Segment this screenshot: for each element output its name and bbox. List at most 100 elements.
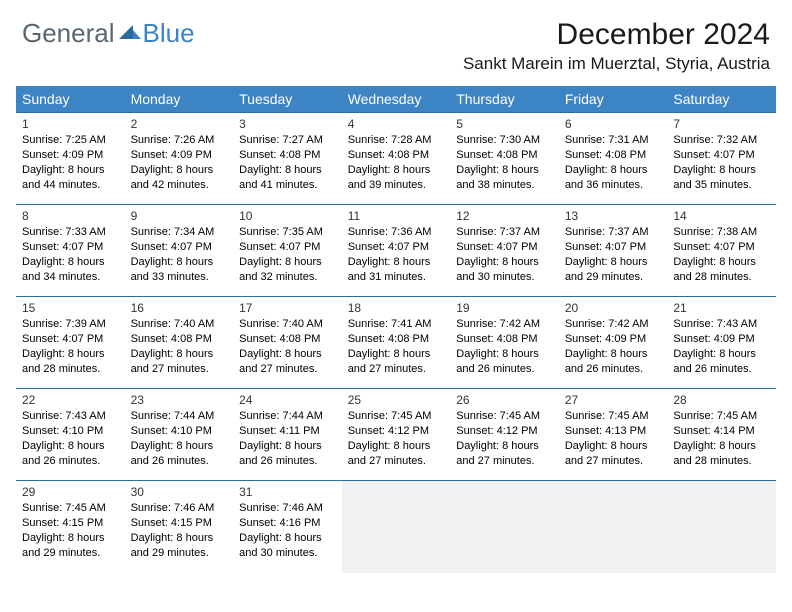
daylight-text: Daylight: 8 hours — [456, 163, 553, 178]
sunrise-text: Sunrise: 7:33 AM — [22, 225, 119, 240]
calendar-day-cell — [450, 481, 559, 573]
day-number: 18 — [348, 300, 445, 316]
sunset-text: Sunset: 4:08 PM — [239, 148, 336, 163]
daylight-text: Daylight: 8 hours — [239, 163, 336, 178]
calendar-day-cell: 4Sunrise: 7:28 AMSunset: 4:08 PMDaylight… — [342, 113, 451, 205]
day-content: 8Sunrise: 7:33 AMSunset: 4:07 PMDaylight… — [16, 205, 125, 289]
sunrise-text: Sunrise: 7:26 AM — [131, 133, 228, 148]
empty-cell — [342, 481, 451, 573]
daylight-text: and 29 minutes. — [22, 546, 119, 561]
calendar-day-cell — [559, 481, 668, 573]
day-number: 29 — [22, 484, 119, 500]
daylight-text: Daylight: 8 hours — [456, 255, 553, 270]
day-header: Saturday — [667, 86, 776, 113]
calendar-day-cell: 5Sunrise: 7:30 AMSunset: 4:08 PMDaylight… — [450, 113, 559, 205]
day-number: 22 — [22, 392, 119, 408]
day-number: 28 — [673, 392, 770, 408]
empty-cell — [559, 481, 668, 573]
sunset-text: Sunset: 4:16 PM — [239, 516, 336, 531]
daylight-text: Daylight: 8 hours — [131, 255, 228, 270]
calendar-table: Sunday Monday Tuesday Wednesday Thursday… — [16, 86, 776, 573]
sunrise-text: Sunrise: 7:43 AM — [22, 409, 119, 424]
sunrise-text: Sunrise: 7:34 AM — [131, 225, 228, 240]
daylight-text: Daylight: 8 hours — [348, 163, 445, 178]
sunrise-text: Sunrise: 7:46 AM — [239, 501, 336, 516]
triangle-icon — [119, 21, 141, 46]
empty-cell — [450, 481, 559, 573]
sunset-text: Sunset: 4:08 PM — [456, 332, 553, 347]
day-header: Wednesday — [342, 86, 451, 113]
calendar-day-cell: 21Sunrise: 7:43 AMSunset: 4:09 PMDayligh… — [667, 297, 776, 389]
daylight-text: Daylight: 8 hours — [565, 163, 662, 178]
sunset-text: Sunset: 4:14 PM — [673, 424, 770, 439]
sunrise-text: Sunrise: 7:37 AM — [456, 225, 553, 240]
sunrise-text: Sunrise: 7:45 AM — [22, 501, 119, 516]
day-content: 29Sunrise: 7:45 AMSunset: 4:15 PMDayligh… — [16, 481, 125, 565]
calendar-week-row: 8Sunrise: 7:33 AMSunset: 4:07 PMDaylight… — [16, 205, 776, 297]
calendar-day-cell: 13Sunrise: 7:37 AMSunset: 4:07 PMDayligh… — [559, 205, 668, 297]
calendar-day-cell: 15Sunrise: 7:39 AMSunset: 4:07 PMDayligh… — [16, 297, 125, 389]
calendar-day-cell: 18Sunrise: 7:41 AMSunset: 4:08 PMDayligh… — [342, 297, 451, 389]
day-content: 15Sunrise: 7:39 AMSunset: 4:07 PMDayligh… — [16, 297, 125, 381]
sunrise-text: Sunrise: 7:45 AM — [348, 409, 445, 424]
daylight-text: Daylight: 8 hours — [348, 255, 445, 270]
calendar-day-cell: 27Sunrise: 7:45 AMSunset: 4:13 PMDayligh… — [559, 389, 668, 481]
day-number: 19 — [456, 300, 553, 316]
sunset-text: Sunset: 4:09 PM — [22, 148, 119, 163]
day-number: 25 — [348, 392, 445, 408]
day-content: 24Sunrise: 7:44 AMSunset: 4:11 PMDayligh… — [233, 389, 342, 473]
day-number: 27 — [565, 392, 662, 408]
daylight-text: and 30 minutes. — [239, 546, 336, 561]
sunset-text: Sunset: 4:07 PM — [673, 148, 770, 163]
daylight-text: and 26 minutes. — [673, 362, 770, 377]
sunset-text: Sunset: 4:08 PM — [456, 148, 553, 163]
day-content: 14Sunrise: 7:38 AMSunset: 4:07 PMDayligh… — [667, 205, 776, 289]
day-number: 14 — [673, 208, 770, 224]
day-content: 18Sunrise: 7:41 AMSunset: 4:08 PMDayligh… — [342, 297, 451, 381]
calendar-week-row: 22Sunrise: 7:43 AMSunset: 4:10 PM Dayligh… — [16, 389, 776, 481]
sunrise-text: Sunrise: 7:46 AM — [131, 501, 228, 516]
day-content: 23Sunrise: 7:44 AMSunset: 4:10 PMDayligh… — [125, 389, 234, 473]
sunrise-text: Sunrise: 7:43 AM — [673, 317, 770, 332]
calendar-day-cell: 20Sunrise: 7:42 AMSunset: 4:09 PMDayligh… — [559, 297, 668, 389]
sunrise-text: Sunrise: 7:41 AM — [348, 317, 445, 332]
day-number: 7 — [673, 116, 770, 132]
sunset-text: Sunset: 4:07 PM — [239, 240, 336, 255]
sunset-text: Sunset: 4:07 PM — [348, 240, 445, 255]
sunrise-text: Sunrise: 7:38 AM — [673, 225, 770, 240]
calendar-day-cell: 8Sunrise: 7:33 AMSunset: 4:07 PMDaylight… — [16, 205, 125, 297]
sunset-text: Sunset: 4:10 PM — [22, 424, 119, 439]
day-content: 25Sunrise: 7:45 AMSunset: 4:12 PMDayligh… — [342, 389, 451, 473]
daylight-text: and 39 minutes. — [348, 178, 445, 193]
daylight-text: and 32 minutes. — [239, 270, 336, 285]
day-number: 6 — [565, 116, 662, 132]
daylight-text: and 27 minutes. — [131, 362, 228, 377]
daylight-text: Daylight: 8 hours — [131, 439, 228, 454]
sunrise-text: Sunrise: 7:27 AM — [239, 133, 336, 148]
calendar-day-cell: 3Sunrise: 7:27 AMSunset: 4:08 PMDaylight… — [233, 113, 342, 205]
daylight-text: and 28 minutes. — [22, 362, 119, 377]
day-header: Tuesday — [233, 86, 342, 113]
calendar-day-cell: 6Sunrise: 7:31 AMSunset: 4:08 PMDaylight… — [559, 113, 668, 205]
calendar-day-cell — [342, 481, 451, 573]
daylight-text: and 27 minutes. — [348, 362, 445, 377]
daylight-text: Daylight: 8 hours — [565, 255, 662, 270]
day-number: 20 — [565, 300, 662, 316]
day-number: 26 — [456, 392, 553, 408]
sunrise-text: Sunrise: 7:30 AM — [456, 133, 553, 148]
day-number: 15 — [22, 300, 119, 316]
day-number: 17 — [239, 300, 336, 316]
daylight-text: Daylight: 8 hours — [348, 439, 445, 454]
daylight-text: Daylight: 8 hours — [673, 439, 770, 454]
day-content: 3Sunrise: 7:27 AMSunset: 4:08 PMDaylight… — [233, 113, 342, 197]
calendar-day-cell: 28Sunrise: 7:45 AMSunset: 4:14 PMDayligh… — [667, 389, 776, 481]
day-number: 11 — [348, 208, 445, 224]
daylight-text: and 30 minutes. — [456, 270, 553, 285]
day-content: 7Sunrise: 7:32 AMSunset: 4:07 PMDaylight… — [667, 113, 776, 197]
day-number: 2 — [131, 116, 228, 132]
day-number: 13 — [565, 208, 662, 224]
day-number: 23 — [131, 392, 228, 408]
sunrise-text: Sunrise: 7:28 AM — [348, 133, 445, 148]
daylight-text: and 31 minutes. — [348, 270, 445, 285]
daylight-text: Daylight: 8 hours — [456, 347, 553, 362]
